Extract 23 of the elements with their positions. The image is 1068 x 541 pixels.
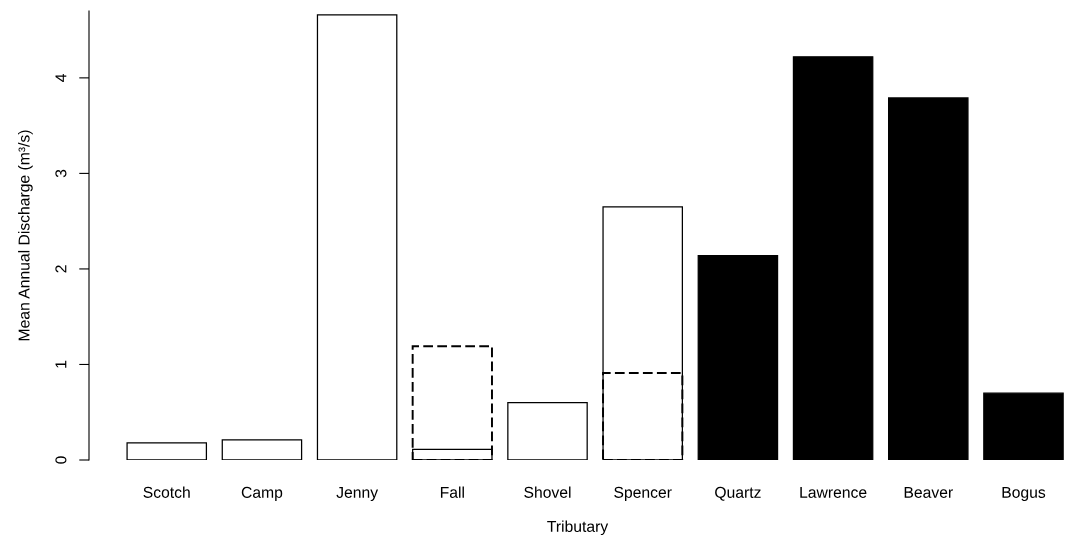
x-tick-label: Camp <box>241 486 283 502</box>
x-tick-label: Scotch <box>143 486 190 498</box>
bar <box>411 345 493 460</box>
y-tick-label: 0 <box>55 456 67 464</box>
y-axis-title: Mean Annual Discharge (m³/s) <box>18 130 33 341</box>
bar <box>316 14 398 460</box>
x-tick-label: Fall <box>440 486 464 498</box>
x-tick-label: Beaver <box>904 486 953 498</box>
bar <box>126 442 208 460</box>
y-tick-label: 2 <box>55 265 67 273</box>
x-axis-title: Tributary <box>547 520 609 536</box>
y-tick-label: 1 <box>55 360 67 368</box>
y-tick-label: 3 <box>55 169 67 178</box>
bar <box>602 206 683 460</box>
bar <box>221 439 303 460</box>
x-tick-label: Bogus <box>1002 486 1046 502</box>
bar <box>507 402 588 460</box>
x-tick-label: Jenny <box>336 486 379 502</box>
x-tick-label: Spencer <box>614 486 672 502</box>
x-tick-label: Shovel <box>524 486 571 498</box>
x-tick-label: Lawrence <box>800 486 867 498</box>
x-tick-label: Quartz <box>715 486 761 501</box>
y-tick-label: 4 <box>55 73 67 82</box>
